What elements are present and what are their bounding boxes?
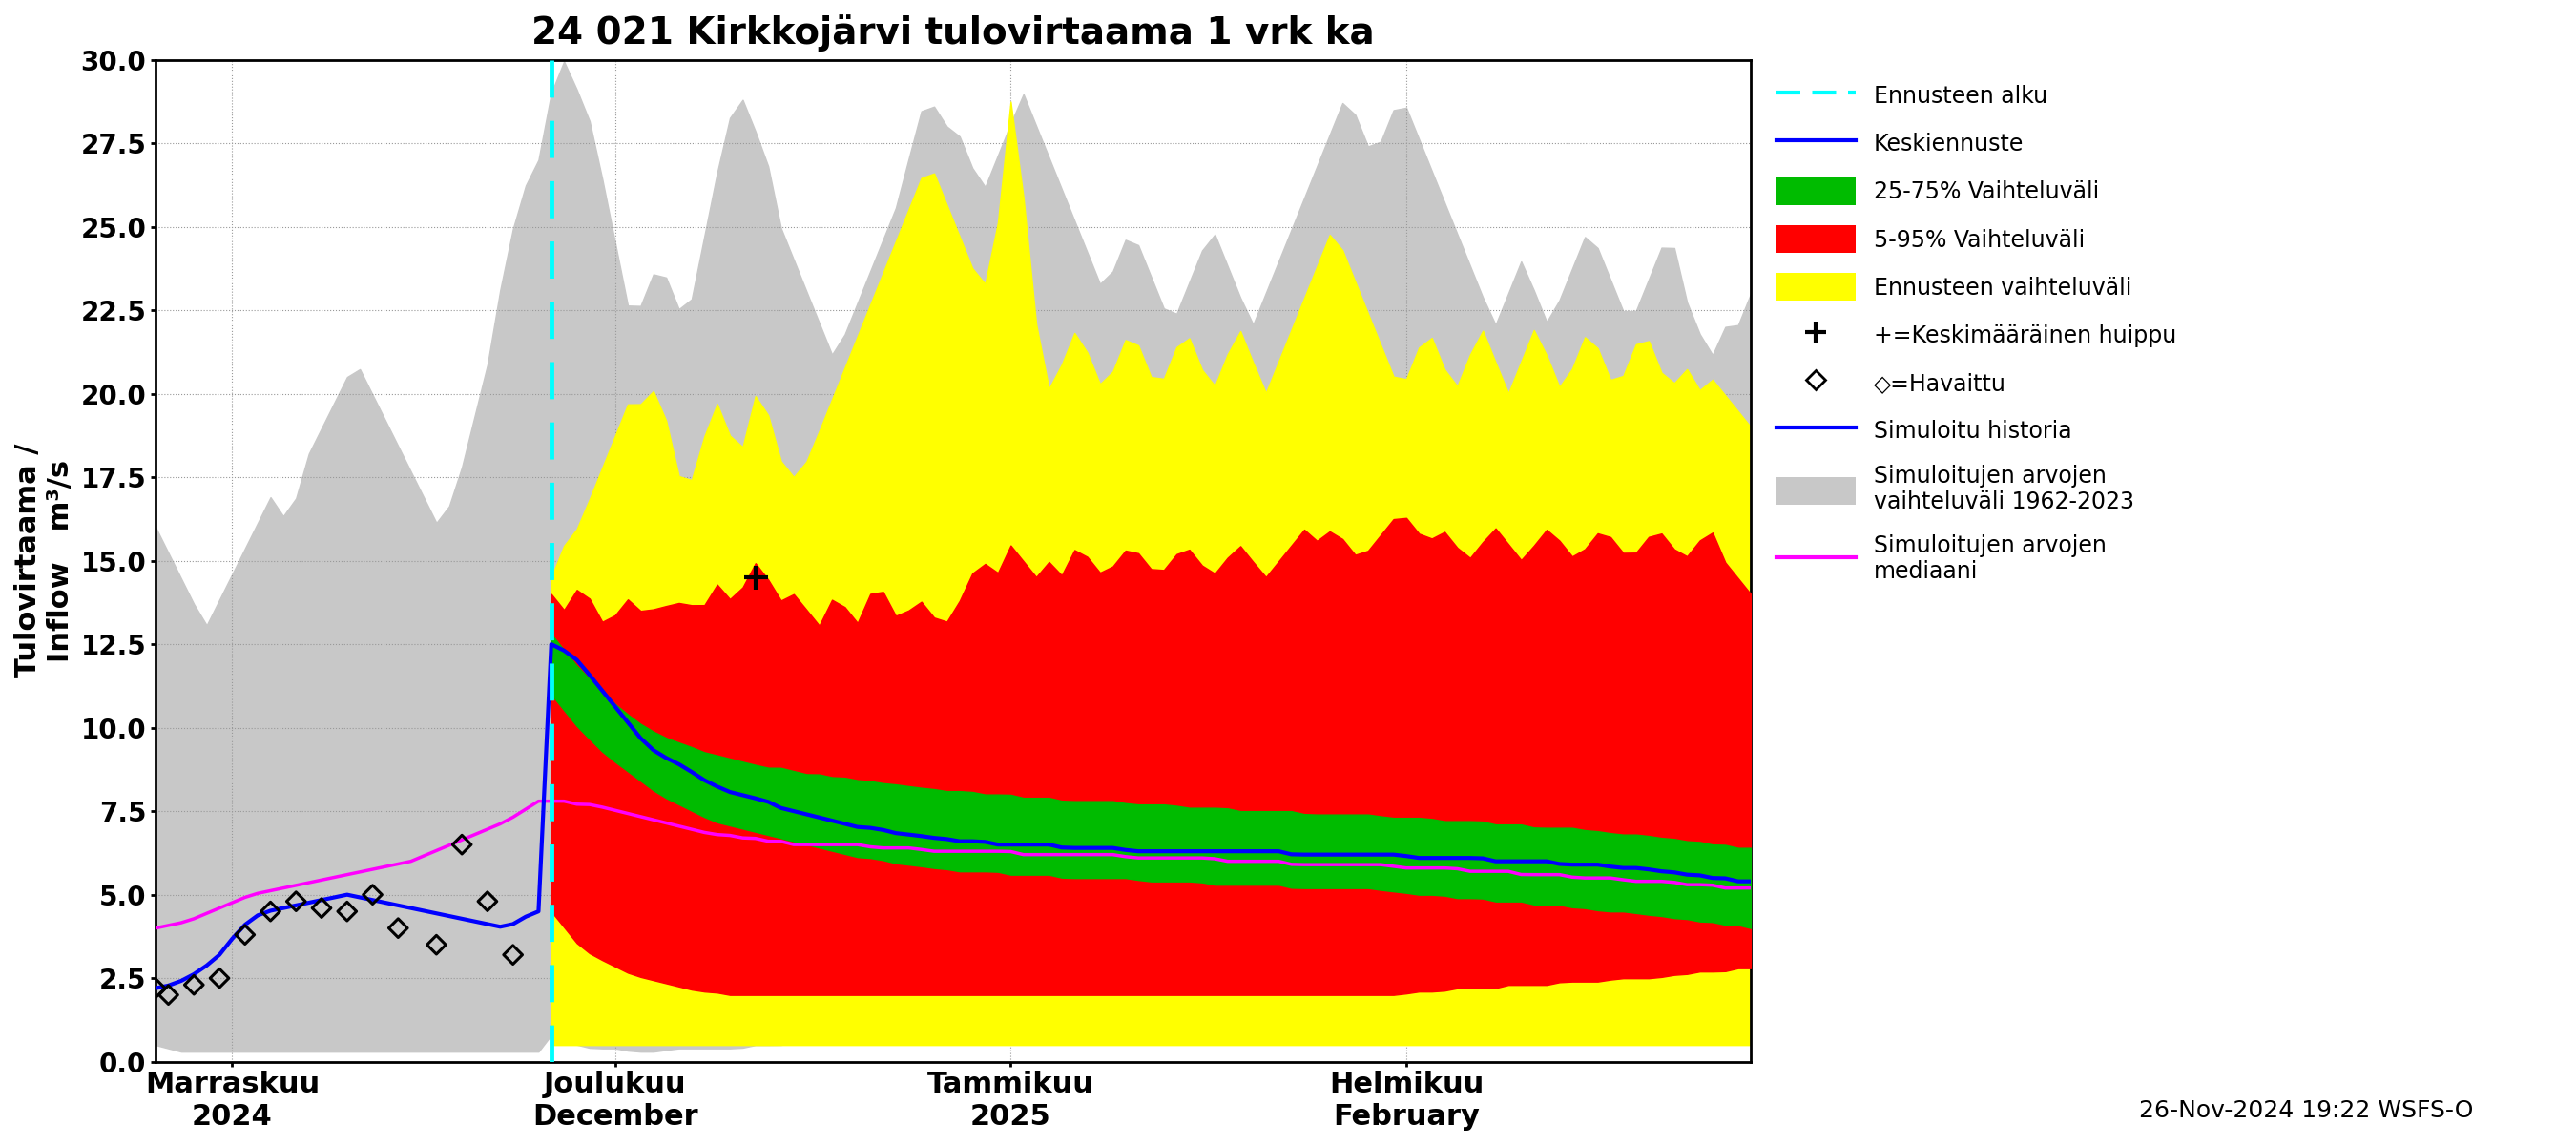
- Text: 26-Nov-2024 19:22 WSFS-O: 26-Nov-2024 19:22 WSFS-O: [2138, 1099, 2473, 1122]
- Point: [198, 969, 240, 987]
- Point: [440, 836, 482, 854]
- Point: [224, 925, 265, 943]
- Point: [134, 979, 175, 997]
- Point: [415, 935, 456, 954]
- Legend: Ennusteen alku, Keskiennuste, 25-75% Vaihteluväli, 5-95% Vaihteluväli, Ennusteen: Ennusteen alku, Keskiennuste, 25-75% Vai…: [1765, 71, 2187, 594]
- Point: [173, 976, 214, 994]
- Point: [492, 946, 533, 964]
- Point: [250, 902, 291, 921]
- Title: 24 021 Kirkkojärvi tulovirtaama 1 vrk ka: 24 021 Kirkkojärvi tulovirtaama 1 vrk ka: [531, 14, 1376, 52]
- Y-axis label: Tulovirtaama /
Inflow   m³/s: Tulovirtaama / Inflow m³/s: [15, 443, 75, 678]
- Point: [276, 892, 317, 910]
- Point: [327, 902, 368, 921]
- Point: [301, 899, 343, 917]
- Point: [353, 885, 394, 903]
- Point: [379, 919, 420, 938]
- Point: [147, 986, 188, 1004]
- Point: [466, 892, 507, 910]
